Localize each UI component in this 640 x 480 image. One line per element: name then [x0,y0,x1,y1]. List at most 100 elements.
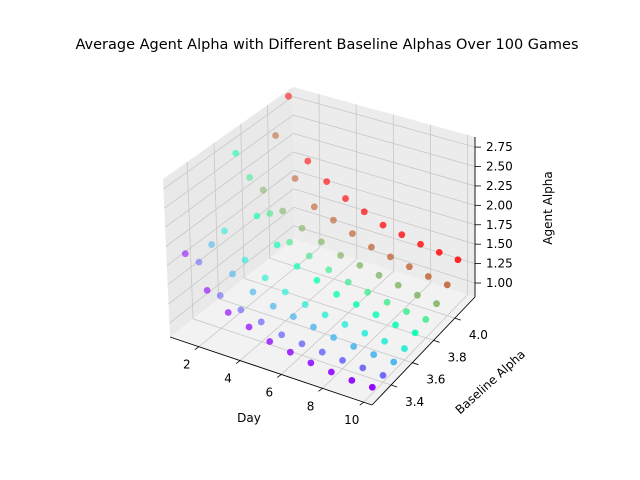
data-point [379,371,387,379]
x-tick-label: 8 [307,399,315,413]
axis-lines [169,137,476,406]
data-point [337,252,345,259]
x-grid-floor [239,258,358,361]
data-point [368,243,375,251]
data-point [360,208,368,216]
z-grid-back [293,225,476,284]
y-grid-left [213,142,219,299]
z-tick-label: 2.50 [486,160,513,174]
z-grid-left [164,114,294,209]
x-tick-label: 6 [265,385,273,399]
data-point [286,238,294,246]
data-point [310,323,317,331]
x-tick-label: 10 [344,413,359,427]
x-tick [194,346,200,351]
z-tick-label: 1.25 [486,257,513,271]
y-tick [433,340,440,343]
y-tick [390,384,398,388]
data-point [293,262,301,270]
data-point [259,186,267,194]
y-grid-floor [218,298,413,364]
z-grid-back [293,206,476,264]
data-point [417,240,424,248]
data-point [216,292,224,299]
data-point [352,301,360,308]
z-grid-left [163,96,294,190]
data-point [304,157,312,165]
x-tick [318,388,323,392]
data-point [208,241,216,248]
data-point [221,227,228,235]
data-point [349,230,356,238]
x-grid-floor [363,294,468,403]
y-tick-label: 3.4 [405,395,424,409]
chart-title: Average Agent Alpha with Different Basel… [75,37,578,53]
data-point [246,173,254,181]
data-point [281,288,289,296]
data-point [285,92,292,100]
data-point [411,329,419,337]
z-grid-back [293,114,476,167]
data-point [381,337,389,345]
floor-pane [170,239,475,405]
data-point [403,308,410,315]
data-point [253,212,261,220]
data-point [370,351,378,358]
x-grid-floor [281,270,395,375]
data-point [310,203,318,211]
x-axis-line [169,336,373,406]
data-point [361,329,369,337]
data-point [394,281,402,289]
x-grid-back [355,104,358,260]
data-point [339,356,346,364]
axis-panes [163,87,475,405]
data-point [318,348,326,356]
x-grid-floor [198,246,321,348]
data-point [359,364,367,372]
z-grid-left [165,151,294,247]
data-point [273,241,281,249]
data-point [348,376,356,384]
data-point [383,298,391,306]
y-grid-floor [269,257,455,319]
data-point [298,224,306,232]
data-point [278,331,286,339]
z-grid-back [292,96,476,148]
z-tick-label: 1.50 [486,237,513,251]
z-grid-back [293,133,476,187]
tick-labels: 2 4 6 8 10 3.43.63.84.0 1.00 1.25 1.50 1.75 2.00 2.… [183,140,513,427]
data-point [298,340,306,348]
data-point [305,252,313,260]
data-point [443,281,451,289]
z-grid-left [166,170,294,266]
back-pane [293,87,475,297]
data-point [232,149,240,157]
data-point [266,210,274,217]
data-point [269,302,277,310]
data-point [329,216,337,224]
data-point [321,311,329,319]
data-point [454,256,462,264]
z-grid-back [293,169,476,226]
data-point [398,231,406,239]
z-tick-label: 1.00 [486,276,513,290]
data-point [356,261,364,269]
z-grid-left [168,206,295,305]
y-grid-left [267,105,271,259]
z-grid-back [293,188,476,245]
data-point [413,291,421,299]
z-grid-left [167,188,294,286]
data-point [307,359,315,367]
data-point [317,238,325,246]
data-point [405,263,413,271]
y-tick [454,317,461,321]
data-point [249,288,257,296]
data-point [289,313,297,321]
z-tick-label: 2.75 [486,140,513,154]
z-tick-label: 2.25 [486,179,513,193]
data-point [368,383,376,391]
y-axis-line [371,296,476,406]
data-point [323,178,331,186]
